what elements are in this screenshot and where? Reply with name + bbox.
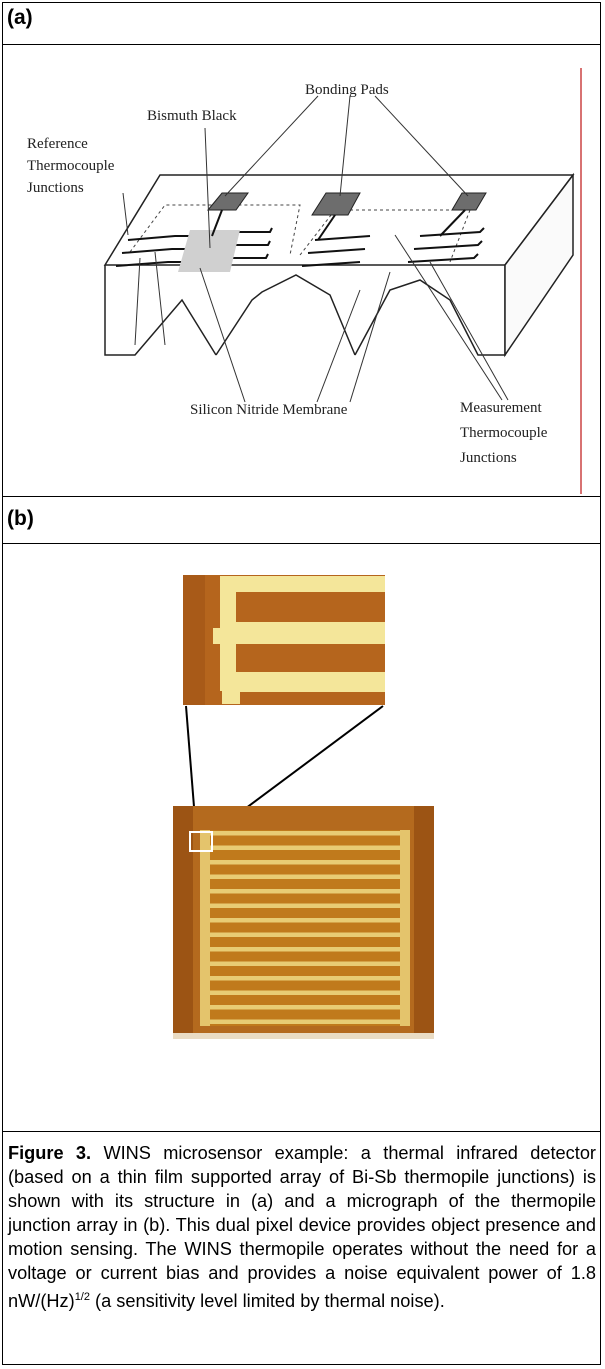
- thermopile-structure-diagram: Bonding Pads Bismuth Black Reference The…: [27, 68, 582, 494]
- micrograph-full-array: [173, 806, 434, 1039]
- caption-text-1: WINS microsensor example: a thermal infr…: [8, 1143, 596, 1312]
- panel-a-label: (a): [7, 6, 33, 29]
- label-bonding-pads: Bonding Pads: [305, 82, 389, 98]
- label-reference-3: Junctions: [27, 180, 84, 196]
- figure-caption: Figure 3. WINS microsensor example: a th…: [8, 1141, 596, 1313]
- micrograph-zoom-inset: [183, 575, 385, 705]
- caption-lead: Figure 3.: [8, 1143, 92, 1163]
- pad-leads: [211, 209, 466, 241]
- left-thermocouple-strips: [115, 227, 273, 267]
- callout-lines: [122, 95, 509, 403]
- separator-b: [2, 543, 601, 544]
- thermopile-micrograph: [173, 575, 434, 1039]
- chip-front-pit1: [215, 274, 356, 356]
- chip-right-face: [504, 172, 574, 358]
- bismuth-black-area: [178, 230, 240, 272]
- bonding-pad-2: [311, 192, 361, 216]
- caption-text-2: (a sensitivity level limited by thermal …: [89, 1291, 445, 1312]
- bonding-pad-1: [206, 192, 249, 211]
- panel-b-label: (b): [7, 507, 34, 530]
- bonding-pad-3: [451, 192, 487, 211]
- label-silicon-nitride: Silicon Nitride Membrane: [190, 402, 348, 418]
- label-reference-2: Thermocouple: [27, 158, 115, 174]
- separator-a: [2, 44, 601, 45]
- caption-exponent: 1/2: [74, 1291, 90, 1303]
- label-bismuth-black: Bismuth Black: [147, 108, 237, 124]
- label-measurement-1: Measurement: [460, 400, 542, 416]
- label-measurement-3: Junctions: [460, 450, 517, 466]
- separator-caption: [2, 1131, 601, 1132]
- label-reference-1: Reference: [27, 136, 88, 152]
- chip-front-left: [104, 265, 217, 356]
- separator-b-top: [2, 496, 601, 497]
- label-measurement-2: Thermocouple: [460, 425, 548, 441]
- zoom-region-marker: [189, 831, 213, 852]
